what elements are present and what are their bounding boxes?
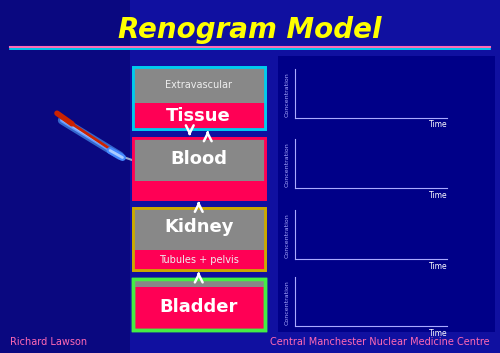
Bar [132,67,265,105]
Bar [132,138,265,181]
Text: Central Manchester Nuclear Medicine Centre: Central Manchester Nuclear Medicine Cent… [270,337,490,347]
Bar [132,279,265,287]
Bar [132,138,265,181]
Text: Richard Lawson: Richard Lawson [10,337,87,347]
Text: Concentration: Concentration [284,280,290,325]
Text: Bladder: Bladder [160,298,238,316]
Text: Kidney: Kidney [164,243,234,261]
Bar [132,67,265,103]
Bar [132,103,265,129]
Bar [132,181,265,199]
Text: Renogram Model: Renogram Model [118,16,382,44]
Text: Tissue: Tissue [166,101,231,119]
Text: Extravascular: Extravascular [165,80,232,90]
Text: Concentration: Concentration [284,72,290,117]
Bar [132,67,265,129]
Bar [132,138,265,199]
Text: Time: Time [429,329,448,337]
Bar [132,138,265,199]
Text: Tissue: Tissue [166,107,231,125]
Text: Blood: Blood [170,150,227,168]
Text: Extravascular: Extravascular [165,78,232,88]
Bar [132,105,265,129]
Bar [132,208,265,251]
Text: Kidney: Kidney [164,218,234,236]
Bar [132,181,265,199]
Text: Tubules + pelvis: Tubules + pelvis [159,255,238,265]
Bar [0,0,130,353]
Text: Time: Time [429,120,448,129]
Bar [278,56,495,332]
Bar [132,208,265,250]
Text: Blood: Blood [170,172,227,190]
Bar [132,67,265,129]
Text: Concentration: Concentration [284,143,290,187]
Text: Time: Time [429,262,448,270]
Bar [132,279,265,330]
Bar [132,250,265,270]
Text: Time: Time [429,191,448,200]
Bar [132,279,265,330]
Text: Concentration: Concentration [284,213,290,258]
Bar [132,208,265,270]
Bar [132,208,265,270]
Bar [132,251,265,270]
Text: Tubules + pelvis: Tubules + pelvis [159,251,238,262]
